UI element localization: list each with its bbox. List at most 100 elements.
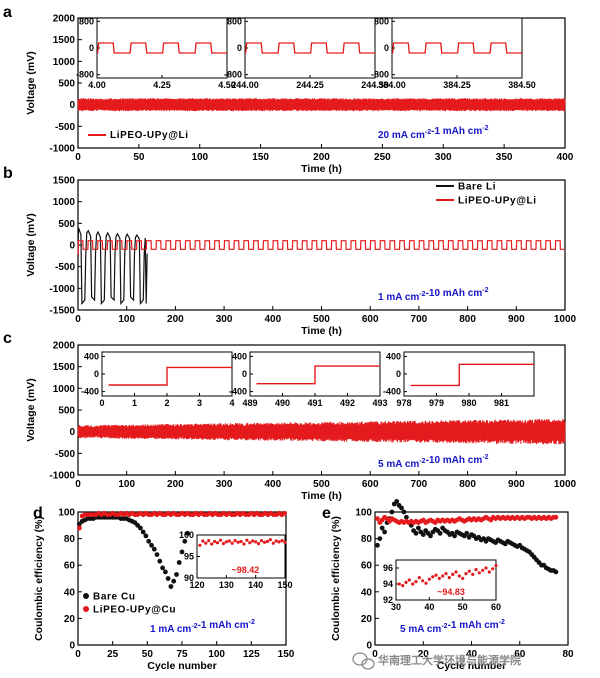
condition-note: 1 mA cm-2-1 mAh cm-2 bbox=[150, 619, 255, 635]
inset-point bbox=[242, 542, 246, 546]
data-point bbox=[146, 538, 152, 544]
inset-y-tick-label: -400 bbox=[229, 387, 247, 397]
data-point bbox=[185, 530, 190, 536]
panel-e: 0 20 40 60 80 0 20 40 60 80 100 Cycle number Coulomb… bbox=[322, 499, 574, 672]
inset-point bbox=[251, 539, 255, 543]
inset-point bbox=[201, 539, 205, 543]
x-tick-label: 900 bbox=[508, 479, 525, 490]
inset-curve bbox=[108, 366, 232, 386]
x-axis-label: Time (h) bbox=[301, 163, 342, 175]
data-point bbox=[154, 552, 160, 557]
inset-point bbox=[254, 540, 258, 544]
x-tick-label: 0 bbox=[75, 152, 81, 163]
y-tick-label: 60 bbox=[361, 561, 373, 572]
y-tick-label: 100 bbox=[58, 508, 75, 519]
inset-c-2: 489 490 491 492 493 -400 0 400 bbox=[229, 351, 388, 408]
inset-point bbox=[204, 541, 208, 545]
data-point bbox=[413, 530, 419, 536]
panel-letter: d bbox=[33, 505, 43, 522]
x-axis-label: Cycle number bbox=[147, 660, 216, 672]
data-point bbox=[375, 516, 380, 521]
inset-average: ~98.42 bbox=[232, 565, 260, 575]
inset-point bbox=[245, 538, 249, 542]
inset-x-tick-label: 493 bbox=[372, 398, 387, 408]
inset-point bbox=[218, 538, 223, 542]
inset-curve bbox=[392, 42, 522, 54]
inset-point bbox=[224, 540, 228, 544]
inset-point bbox=[414, 580, 418, 584]
x-tick-label: 200 bbox=[313, 152, 330, 163]
inset-x-tick-label: 244.50 bbox=[361, 80, 389, 90]
data-point bbox=[171, 578, 177, 584]
inset-point bbox=[268, 538, 272, 542]
y-tick-label: 1000 bbox=[53, 197, 76, 208]
x-tick-label: 500 bbox=[313, 479, 330, 490]
inset-y-tick-label: 100 bbox=[179, 530, 194, 540]
series-LiPEO-UPy-Li bbox=[77, 98, 566, 112]
inset-x-tick-label: 30 bbox=[391, 602, 401, 612]
condition-note: 5 mA cm-2-10 mAh cm-2 bbox=[378, 454, 489, 470]
inset-x-tick-label: 60 bbox=[491, 602, 501, 612]
inset-y-tick-label: 800 bbox=[79, 16, 94, 26]
inset-point bbox=[424, 581, 428, 585]
y-axis-label: Coulombic efficiency (%) bbox=[330, 516, 342, 641]
y-tick-label: 1500 bbox=[53, 176, 76, 187]
series-LiPEO-UPy-Cu bbox=[77, 510, 287, 531]
panel-c: 0 100 200 300 400 500 600 700 800 900 1000-1000-50… bbox=[3, 330, 577, 502]
x-tick-label: 40 bbox=[466, 649, 478, 660]
data-point bbox=[174, 572, 179, 577]
inset-y-tick-label: 95 bbox=[184, 552, 194, 562]
series-LiPEO-UPy-Li bbox=[77, 418, 566, 445]
inset-x-tick-label: 489 bbox=[242, 398, 257, 408]
inset-a-3: 384.00 384.25 384.50 -800 0 800 bbox=[371, 16, 536, 90]
inset-curve bbox=[245, 42, 375, 54]
inset-x-tick-label: 980 bbox=[461, 398, 476, 408]
inset-y-tick-label: -800 bbox=[371, 70, 389, 80]
x-tick-label: 1000 bbox=[554, 314, 577, 325]
inset-point bbox=[257, 542, 261, 546]
data-point bbox=[182, 538, 188, 544]
inset-x-tick-label: 981 bbox=[494, 398, 509, 408]
x-tick-label: 400 bbox=[264, 314, 281, 325]
inset-point bbox=[233, 539, 237, 543]
x-tick-label: 50 bbox=[142, 649, 154, 660]
inset-point bbox=[467, 569, 471, 573]
x-tick-label: 500 bbox=[313, 314, 330, 325]
y-axis-label: Voltage (mV) bbox=[25, 51, 37, 114]
inset-point bbox=[421, 579, 425, 583]
inset-point bbox=[248, 541, 252, 545]
inset-e: 30 40 50 60 92 94 96 ~94.83 bbox=[383, 559, 501, 612]
data-point bbox=[138, 525, 143, 531]
legend-label: LiPEO-UPy@Li bbox=[110, 130, 189, 141]
inset-point bbox=[274, 539, 278, 543]
legend: Bare Li LiPEO-UPy@Li bbox=[436, 182, 536, 207]
legend: Bare Cu LiPEO-UPy@Cu bbox=[83, 592, 175, 616]
data-point bbox=[428, 533, 433, 539]
inset-point bbox=[484, 566, 488, 570]
y-tick-label: 60 bbox=[64, 561, 76, 572]
data-point bbox=[160, 565, 166, 571]
inset-y-tick-label: 0 bbox=[237, 43, 242, 53]
inset-point bbox=[417, 576, 421, 580]
panel-letter: c bbox=[3, 330, 12, 347]
inset-point bbox=[427, 577, 431, 581]
inset-d: 120 130 140 150 90 95 100 ~98.42 bbox=[179, 530, 293, 590]
inset-point bbox=[461, 576, 465, 581]
legend-label: Bare Li bbox=[458, 182, 496, 193]
y-tick-label: 500 bbox=[58, 406, 75, 417]
inset-x-tick-label: 140 bbox=[248, 580, 263, 590]
inset-y-tick-label: -800 bbox=[76, 70, 94, 80]
inset-point bbox=[213, 539, 217, 544]
x-tick-label: 900 bbox=[508, 314, 525, 325]
data-point bbox=[420, 532, 426, 537]
x-tick-label: 0 bbox=[372, 649, 378, 660]
y-tick-label: 1000 bbox=[53, 57, 76, 68]
y-tick-label: 500 bbox=[58, 219, 75, 230]
inset-point bbox=[451, 572, 455, 577]
y-tick-label: 1500 bbox=[53, 362, 76, 373]
y-tick-label: 2000 bbox=[53, 341, 76, 352]
y-tick-label: -500 bbox=[55, 122, 75, 133]
x-axis-label: Time (h) bbox=[301, 490, 342, 502]
inset-point bbox=[271, 541, 275, 545]
